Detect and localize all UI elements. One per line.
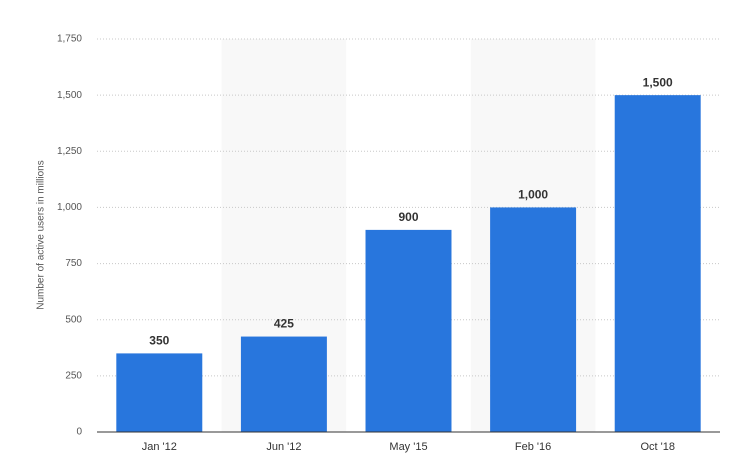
y-axis-label: Number of active users in millions [36,160,47,310]
bar [116,353,203,432]
value-label: 1,500 [643,75,673,89]
bar [365,229,452,432]
x-tick-label: Feb '16 [515,441,551,453]
bar [614,95,701,433]
value-label: 350 [149,334,169,348]
x-tick-label: Oct '18 [640,441,675,453]
bar [240,336,327,432]
value-label: 1,000 [518,188,548,202]
y-tick-label: 500 [65,314,82,325]
y-tick-label: 0 [76,427,82,438]
x-tick-label: Jan '12 [142,441,177,453]
bar [490,207,577,432]
value-label: 900 [398,210,418,224]
y-tick-label: 1,750 [57,34,82,45]
x-tick-label: Jun '12 [266,441,301,453]
y-tick-label: 250 [65,370,82,381]
y-tick-label: 1,000 [57,202,82,213]
value-label: 425 [274,317,294,331]
y-tick-label: 1,500 [57,90,82,101]
y-tick-label: 750 [65,258,82,269]
y-tick-label: 1,250 [57,146,82,157]
x-tick-label: May '15 [389,441,427,453]
